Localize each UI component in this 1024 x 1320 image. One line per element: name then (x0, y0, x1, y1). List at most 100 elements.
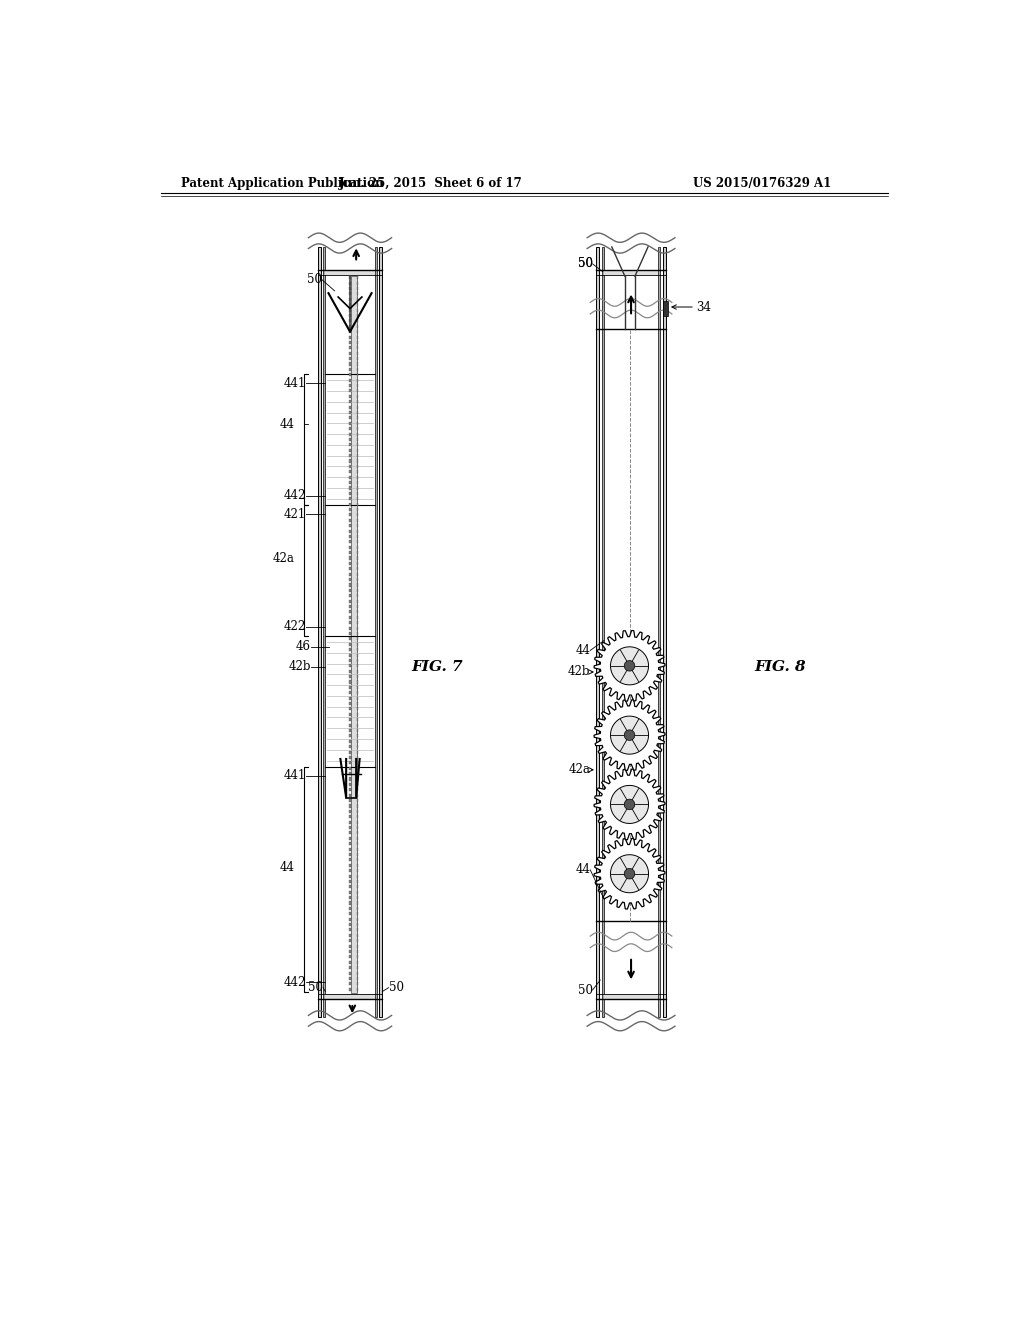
Text: FIG. 7: FIG. 7 (412, 660, 463, 673)
Bar (349, 751, 351, 754)
Bar (356, 638, 358, 640)
Bar (356, 519, 358, 521)
Bar (356, 578, 358, 581)
Bar (356, 762, 358, 764)
Bar (356, 702, 358, 705)
Bar (349, 956, 351, 958)
Bar (356, 627, 358, 630)
Bar (349, 389, 351, 392)
Bar (349, 977, 351, 979)
Bar (349, 433, 351, 436)
Bar (356, 886, 358, 888)
Bar (349, 557, 351, 560)
Bar (349, 638, 351, 640)
Text: Jun. 25, 2015  Sheet 6 of 17: Jun. 25, 2015 Sheet 6 of 17 (339, 177, 522, 190)
Bar (356, 599, 358, 603)
Bar (356, 325, 358, 327)
Bar (349, 503, 351, 506)
Bar (356, 454, 358, 457)
Bar (356, 503, 358, 506)
Bar (349, 416, 351, 420)
Bar (349, 891, 351, 894)
Bar (349, 368, 351, 371)
Bar (349, 821, 351, 824)
Bar (356, 508, 358, 511)
Text: 421: 421 (284, 508, 306, 520)
Bar (604, 994, 658, 999)
Bar (356, 335, 358, 339)
Bar (356, 449, 358, 451)
Bar (349, 702, 351, 705)
Bar (349, 335, 351, 339)
Bar (602, 247, 604, 1016)
Bar (349, 459, 351, 462)
Bar (323, 247, 326, 1016)
Bar (349, 395, 351, 397)
Bar (356, 713, 358, 715)
Bar (349, 486, 351, 490)
Bar (349, 568, 351, 570)
Bar (349, 475, 351, 479)
Bar (356, 428, 358, 430)
Text: 44: 44 (280, 861, 295, 874)
Bar (349, 562, 351, 565)
Bar (349, 610, 351, 614)
Bar (349, 346, 351, 350)
Bar (349, 540, 351, 544)
Bar (356, 524, 358, 527)
Bar (356, 804, 358, 808)
Bar (349, 837, 351, 840)
Text: 44: 44 (575, 863, 590, 876)
Bar (356, 875, 358, 878)
Bar (349, 917, 351, 921)
Bar (356, 987, 358, 991)
Bar (349, 594, 351, 598)
Bar (349, 987, 351, 991)
Bar (349, 519, 351, 521)
Bar (349, 810, 351, 813)
Bar (356, 622, 358, 624)
Bar (356, 907, 358, 909)
Bar (356, 739, 358, 743)
Bar (356, 346, 358, 350)
Bar (356, 433, 358, 436)
Polygon shape (625, 660, 635, 671)
Bar (356, 529, 358, 533)
Bar (356, 276, 358, 280)
Bar (356, 416, 358, 420)
Bar (356, 912, 358, 915)
Bar (356, 540, 358, 544)
Bar (349, 858, 351, 862)
Bar (349, 286, 351, 290)
Bar (349, 739, 351, 743)
Text: 50: 50 (306, 273, 322, 286)
Bar (349, 384, 351, 387)
Bar (356, 858, 358, 862)
Bar (356, 686, 358, 689)
Bar (356, 298, 358, 301)
Bar (349, 454, 351, 457)
Bar (356, 659, 358, 663)
Bar (356, 552, 358, 554)
Polygon shape (610, 717, 648, 754)
Bar (349, 615, 351, 619)
Bar (356, 821, 358, 824)
Bar (349, 319, 351, 322)
Bar (349, 767, 351, 770)
Bar (349, 772, 351, 775)
Bar (356, 697, 358, 700)
Bar (596, 247, 599, 1016)
Bar (349, 659, 351, 663)
Bar (356, 411, 358, 414)
Bar (349, 816, 351, 818)
Polygon shape (625, 869, 635, 879)
Bar (349, 632, 351, 635)
Bar (349, 669, 351, 673)
Bar (349, 589, 351, 591)
Bar (349, 325, 351, 327)
Bar (349, 492, 351, 495)
Bar (349, 896, 351, 899)
Bar (349, 508, 351, 511)
Bar (356, 594, 358, 598)
Bar (356, 917, 358, 921)
